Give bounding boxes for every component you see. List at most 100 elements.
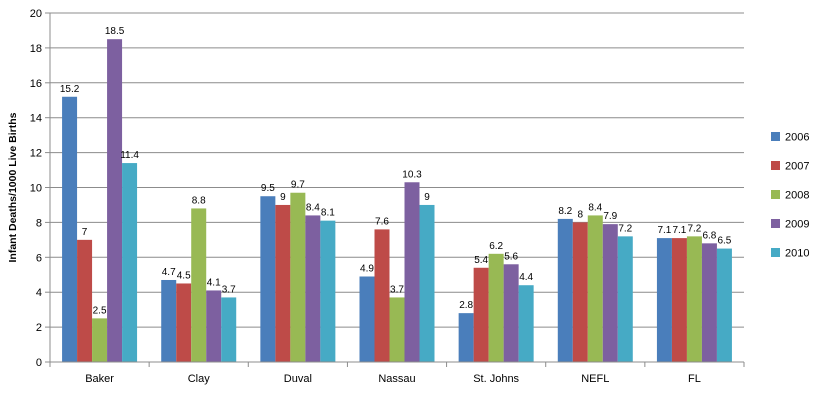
bar-value-label: 6.2	[489, 241, 503, 252]
y-tick-label: 20	[30, 8, 42, 20]
bar	[716, 248, 732, 362]
bar-value-label: 11.4	[120, 150, 139, 161]
bar	[122, 163, 138, 362]
bar-value-label: 15.2	[60, 84, 80, 95]
legend-label: 2007	[785, 161, 809, 173]
bar-value-label: 7	[82, 227, 88, 238]
bar-value-label: 8.8	[192, 195, 206, 206]
bar-value-label: 4.5	[177, 270, 191, 281]
bar-value-label: 3.7	[390, 284, 404, 295]
x-category-label: NEFL	[581, 373, 609, 385]
legend-label: 2006	[785, 132, 809, 144]
bar-value-label: 6.8	[702, 230, 716, 241]
bar-value-label: 2.8	[459, 300, 473, 311]
x-category-label: St. Johns	[473, 373, 519, 385]
bar	[587, 215, 603, 362]
y-tick-label: 4	[36, 287, 42, 299]
bar-value-label: 9.5	[261, 183, 275, 194]
bar-value-label: 10.3	[402, 169, 422, 180]
bar	[488, 253, 504, 362]
bar	[107, 39, 123, 363]
legend: 2006 2007 2008 2009 2010	[771, 132, 809, 260]
bar-value-label: 7.2	[618, 223, 632, 234]
bar-value-label: 8	[578, 209, 584, 220]
x-category-label: Clay	[188, 373, 211, 385]
bar-value-label: 9	[280, 192, 286, 203]
data-labels: 15.272.518.511.44.7 4.58.84.13.79.599.78.…	[60, 26, 732, 316]
y-tick-label: 6	[36, 252, 42, 264]
bar	[602, 224, 618, 362]
legend-swatch	[771, 248, 780, 257]
y-tick-label: 16	[30, 78, 42, 90]
bar	[260, 196, 276, 362]
bar-value-label: 4.4	[519, 272, 533, 283]
bar	[221, 297, 237, 362]
bar	[305, 215, 321, 362]
bar-value-label: 6.5	[717, 236, 731, 247]
bar	[503, 264, 519, 362]
legend-swatch	[771, 219, 780, 228]
legend-swatch	[771, 161, 780, 170]
bar	[161, 279, 177, 362]
legend-label: 2009	[785, 219, 809, 231]
bar	[617, 236, 633, 362]
bar	[458, 313, 474, 362]
bar	[191, 208, 207, 362]
y-tick-label: 0	[36, 357, 42, 369]
y-tick-label: 18	[30, 43, 42, 55]
bar	[389, 297, 405, 362]
bar-value-label: 7.2	[687, 223, 701, 234]
bar-value-label: 7.9	[603, 211, 617, 222]
bar-value-label: 8.4	[306, 202, 320, 213]
bar	[206, 290, 222, 362]
bar-value-label: 7.1	[672, 225, 686, 236]
bar-value-label: 7.1	[657, 225, 671, 236]
bar	[656, 238, 672, 362]
bar	[572, 222, 588, 362]
x-category-label: Duval	[284, 373, 312, 385]
bar-value-label: 4.7	[162, 267, 176, 278]
bar-value-label: 4.1	[207, 277, 221, 288]
legend-label: 2010	[785, 248, 809, 260]
bar-value-label: 2.5	[93, 305, 107, 316]
y-tick-label: 12	[30, 148, 42, 160]
x-category-label: FL	[688, 373, 701, 385]
y-tick-label: 10	[30, 183, 42, 195]
bar	[275, 204, 291, 362]
bar-value-label: 5.6	[504, 251, 518, 262]
x-category-label: Nassau	[378, 373, 415, 385]
bar	[359, 276, 375, 362]
bar	[176, 283, 192, 362]
bar	[92, 318, 108, 362]
bar	[473, 267, 489, 362]
bar-value-label: 18.5	[105, 26, 125, 37]
y-tick-label: 2	[36, 322, 42, 334]
bar-value-label: 8.2	[558, 206, 572, 217]
bar	[62, 96, 78, 362]
y-axis-title: Infant Deaths/1000 Live Births	[7, 112, 19, 262]
bar-value-label: 5.4	[474, 255, 488, 266]
x-category-label: Baker	[85, 373, 114, 385]
bar	[419, 204, 435, 362]
bar	[686, 236, 702, 362]
bar-value-label: 7.6	[375, 216, 389, 227]
bars	[62, 39, 732, 363]
legend-swatch	[771, 132, 780, 141]
bar	[701, 243, 717, 362]
bar-value-label: 4.9	[360, 263, 374, 274]
bar	[77, 239, 93, 362]
bar-value-label: 9.7	[291, 180, 305, 191]
legend-swatch	[771, 190, 780, 199]
bar	[290, 192, 306, 362]
bar	[671, 238, 687, 362]
bar	[518, 285, 534, 362]
bar-value-label: 9	[424, 192, 430, 203]
bar	[374, 229, 390, 362]
bar	[404, 182, 420, 362]
bar-value-label: 3.7	[222, 284, 236, 295]
bar	[557, 218, 573, 362]
axes: 0 2 4 6 8 10 12 14 16 18 20 Baker Clay Duval Nassau St.…	[30, 8, 745, 385]
y-tick-label: 14	[30, 113, 42, 125]
